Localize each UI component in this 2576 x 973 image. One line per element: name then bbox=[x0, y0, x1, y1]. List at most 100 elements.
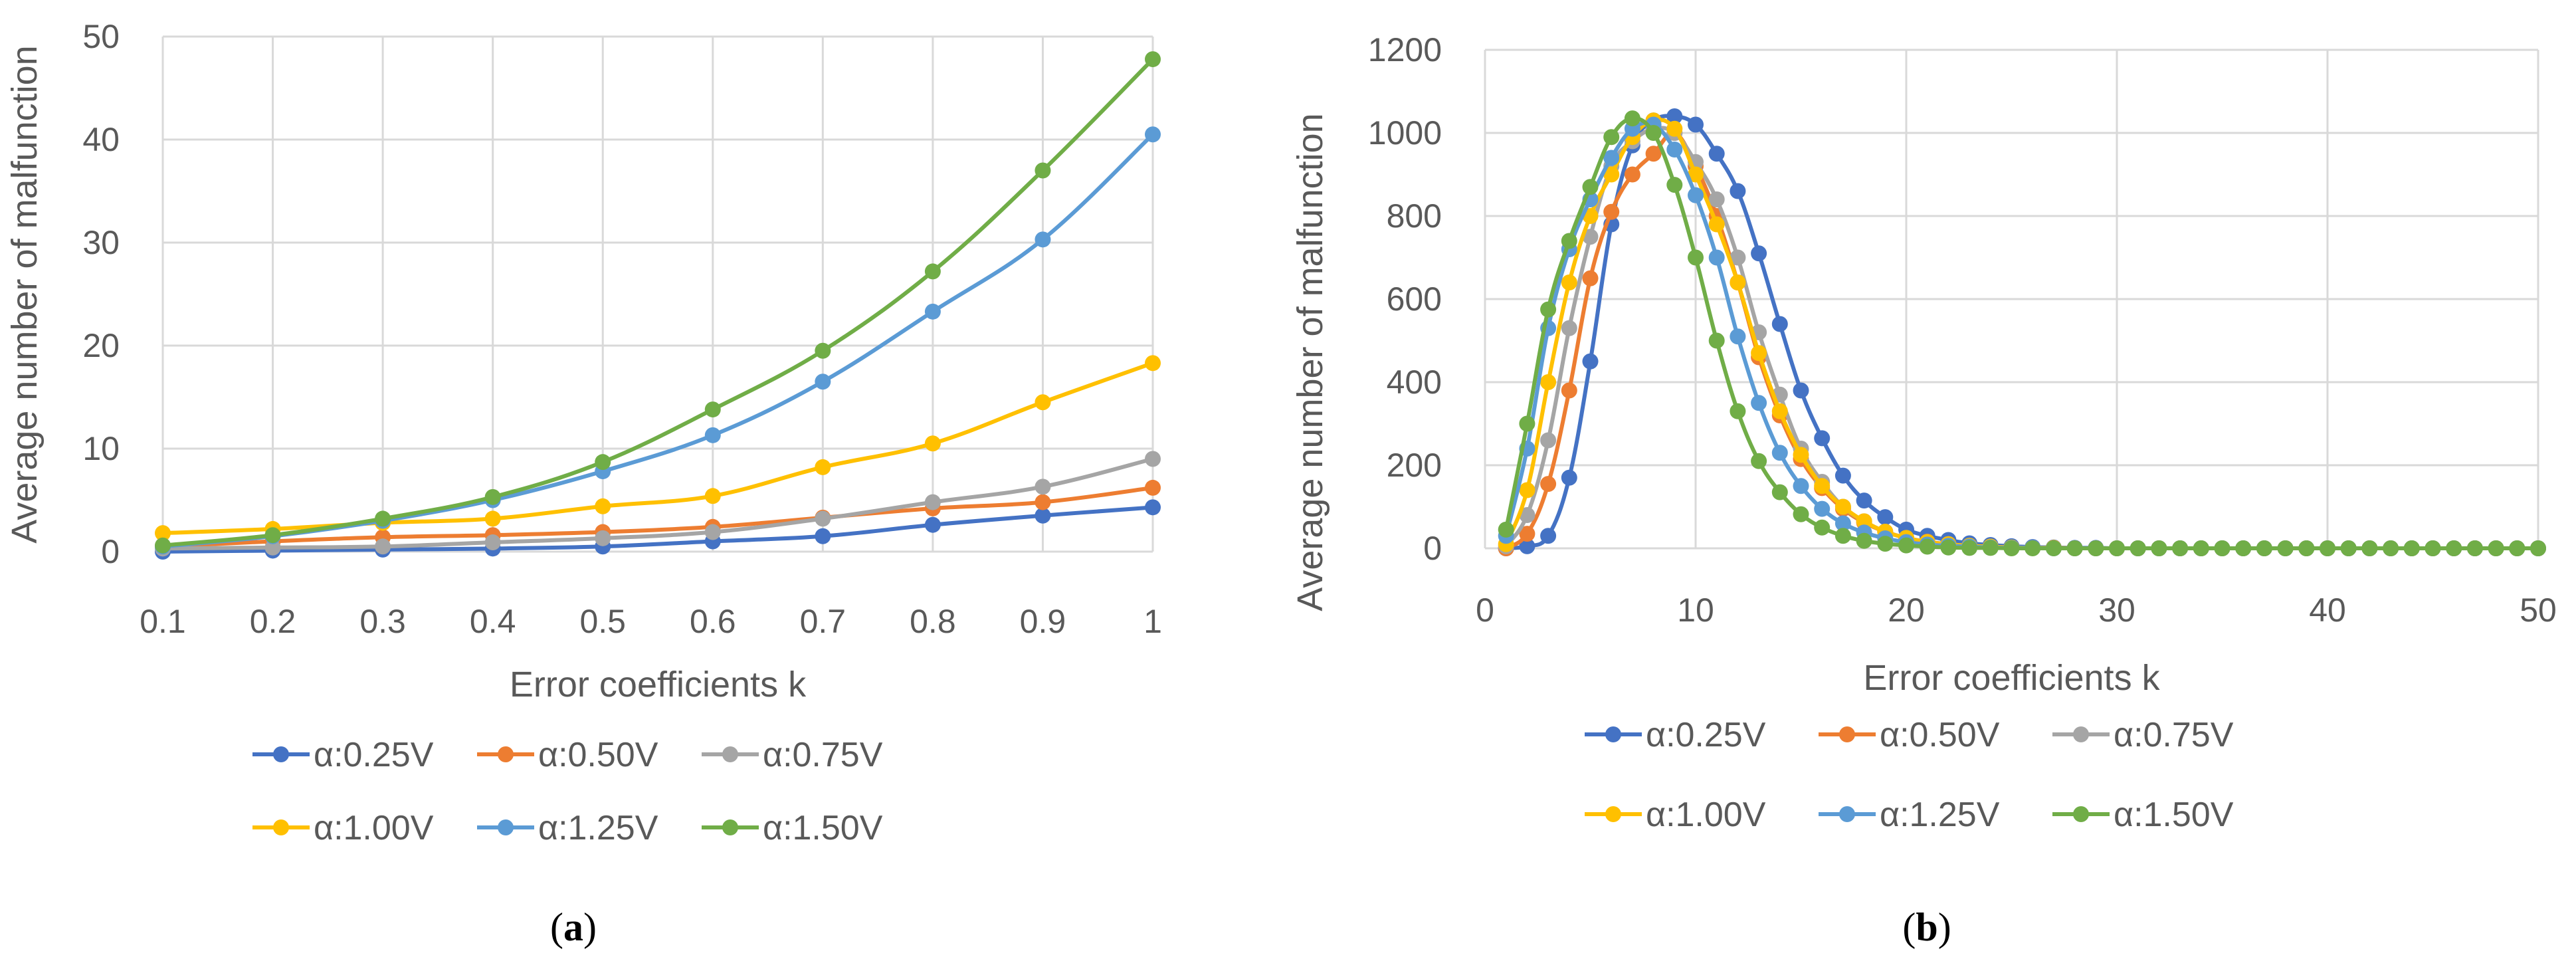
data-point bbox=[1582, 179, 1599, 195]
data-point bbox=[1814, 500, 1831, 517]
data-point bbox=[1688, 116, 1704, 133]
data-point bbox=[1145, 126, 1161, 143]
data-point bbox=[1035, 479, 1051, 495]
series-line-2 bbox=[1504, 130, 2538, 551]
data-point bbox=[1540, 528, 1557, 544]
data-point bbox=[1540, 432, 1557, 449]
data-point bbox=[704, 427, 721, 443]
data-point bbox=[2340, 540, 2357, 556]
series-line-1 bbox=[1506, 114, 2538, 551]
panel-label: (b) bbox=[1902, 905, 1951, 949]
x-tick-label: 0.3 bbox=[359, 603, 406, 640]
legend-marker bbox=[722, 819, 738, 835]
data-point bbox=[1708, 146, 1725, 162]
series-line-5 bbox=[1504, 120, 2538, 551]
data-point bbox=[1582, 270, 1599, 286]
data-point bbox=[2130, 540, 2146, 556]
data-point bbox=[1582, 353, 1599, 370]
legend-marker bbox=[273, 746, 289, 762]
data-point bbox=[1145, 479, 1161, 496]
data-point bbox=[1751, 245, 1767, 262]
data-point bbox=[924, 303, 941, 320]
data-point bbox=[1708, 332, 1725, 349]
data-point bbox=[1708, 249, 1725, 266]
data-point bbox=[1771, 403, 1788, 419]
legend-marker bbox=[722, 746, 738, 762]
legend-label: α:1.50V bbox=[763, 809, 883, 847]
data-point bbox=[1603, 129, 1620, 146]
legend-marker bbox=[273, 819, 289, 835]
data-point bbox=[924, 494, 941, 510]
data-point bbox=[2488, 540, 2504, 556]
data-point bbox=[1624, 110, 1640, 127]
x-axis-title: Error coefficients k bbox=[510, 665, 807, 704]
data-point bbox=[1561, 320, 1577, 336]
y-tick-label: 0 bbox=[101, 533, 120, 570]
data-point bbox=[595, 498, 611, 514]
data-point bbox=[815, 510, 831, 527]
data-point bbox=[2298, 540, 2315, 556]
data-point bbox=[1730, 403, 1746, 419]
data-point bbox=[595, 454, 611, 471]
data-point bbox=[1730, 274, 1746, 290]
data-point bbox=[1771, 316, 1788, 332]
data-point bbox=[1540, 476, 1557, 492]
data-point bbox=[1603, 203, 1620, 220]
x-tick-label: 0.1 bbox=[140, 603, 186, 640]
data-point bbox=[2088, 540, 2104, 556]
x-tick-label: 1 bbox=[1143, 603, 1162, 640]
data-point bbox=[484, 534, 501, 551]
data-point bbox=[1519, 526, 1536, 542]
data-point bbox=[704, 488, 721, 504]
data-point bbox=[1751, 395, 1767, 411]
data-point bbox=[1793, 382, 1809, 399]
data-point bbox=[1666, 142, 1683, 158]
data-point bbox=[1498, 521, 1514, 538]
data-point bbox=[1519, 538, 1536, 554]
data-point bbox=[2320, 540, 2335, 556]
panel-label-letter: b bbox=[1916, 905, 1937, 949]
data-point bbox=[1603, 166, 1620, 183]
x-tick-label: 0.2 bbox=[250, 603, 296, 640]
chart-a: 0 10 20 30 40 50 0.1 0.2 0.3 0.4 0.5 0.6 0.7 0.8 0.9 1 A… bbox=[5, 18, 1162, 949]
series-line-5 bbox=[162, 133, 1155, 549]
data-point bbox=[1666, 108, 1683, 124]
data-point bbox=[2003, 540, 2020, 556]
data-point bbox=[264, 539, 281, 556]
data-point bbox=[2214, 540, 2230, 556]
data-point bbox=[155, 537, 171, 554]
legend-label: α:1.25V bbox=[538, 809, 658, 847]
data-point bbox=[704, 401, 721, 418]
data-point bbox=[1540, 374, 1557, 390]
data-point bbox=[1919, 538, 1935, 555]
data-point bbox=[1877, 509, 1894, 526]
data-point bbox=[1751, 345, 1767, 362]
legend-label: α:1.00V bbox=[314, 809, 434, 847]
x-tick-label: 20 bbox=[1888, 592, 1925, 629]
legend-label: α:1.25V bbox=[1880, 796, 2000, 834]
data-point bbox=[2193, 540, 2209, 556]
data-point bbox=[484, 510, 501, 527]
data-point bbox=[2383, 540, 2399, 556]
y-tick-label: 20 bbox=[82, 327, 120, 364]
data-point bbox=[1035, 394, 1051, 411]
legend-marker bbox=[1605, 806, 1621, 822]
data-point bbox=[1035, 162, 1051, 179]
x-tick-label: 10 bbox=[1677, 592, 1714, 629]
data-point bbox=[1035, 494, 1051, 510]
data-point bbox=[1856, 513, 1872, 530]
data-point bbox=[1145, 355, 1161, 372]
data-point bbox=[815, 342, 831, 359]
legend-marker bbox=[1839, 726, 1855, 742]
data-point bbox=[1814, 519, 1831, 536]
data-point bbox=[1582, 229, 1599, 245]
y-tick-label: 10 bbox=[82, 430, 120, 467]
data-point bbox=[2425, 540, 2441, 556]
data-point bbox=[1035, 231, 1051, 248]
data-point bbox=[1561, 469, 1577, 486]
data-point bbox=[2403, 540, 2420, 556]
panel-label-open-paren: ( bbox=[550, 905, 563, 949]
data-point bbox=[1730, 183, 1746, 199]
y-tick-label: 200 bbox=[1387, 447, 1442, 484]
